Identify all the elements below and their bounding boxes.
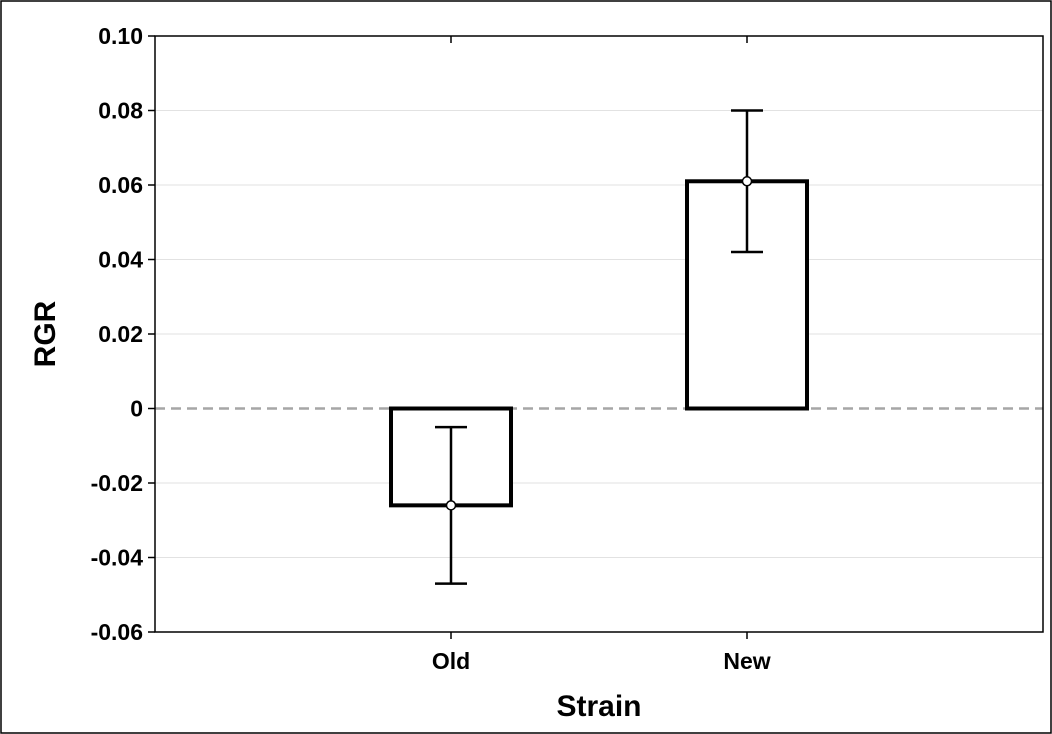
y-tick-label: 0 <box>130 396 143 422</box>
x-tick-label: Old <box>432 648 470 674</box>
y-tick-label: 0.10 <box>98 23 143 49</box>
y-tick-label: -0.02 <box>91 470 143 496</box>
bar-new <box>685 179 809 411</box>
mean-marker <box>445 500 457 511</box>
x-axis-title: Strain <box>556 690 641 723</box>
y-axis-ticks: -0.06 -0.04 -0.02 0 0.02 0.04 0.06 0.08 0.10 <box>91 23 155 645</box>
x-axis-ticks: Old New <box>432 36 771 674</box>
y-axis-title: RGR <box>29 300 62 367</box>
y-tick-label: 0.02 <box>98 321 143 347</box>
y-tick-label: -0.06 <box>91 619 143 645</box>
x-tick-label: New <box>723 648 770 674</box>
error-bar-new <box>731 109 763 254</box>
y-tick-label: 0.06 <box>98 172 143 198</box>
y-tick-label: 0.08 <box>98 98 143 124</box>
error-bar-old <box>435 425 467 585</box>
y-tick-label: -0.04 <box>91 545 144 571</box>
error-bars <box>435 109 763 585</box>
y-tick-label: 0.04 <box>98 247 143 273</box>
mean-marker <box>741 176 753 187</box>
